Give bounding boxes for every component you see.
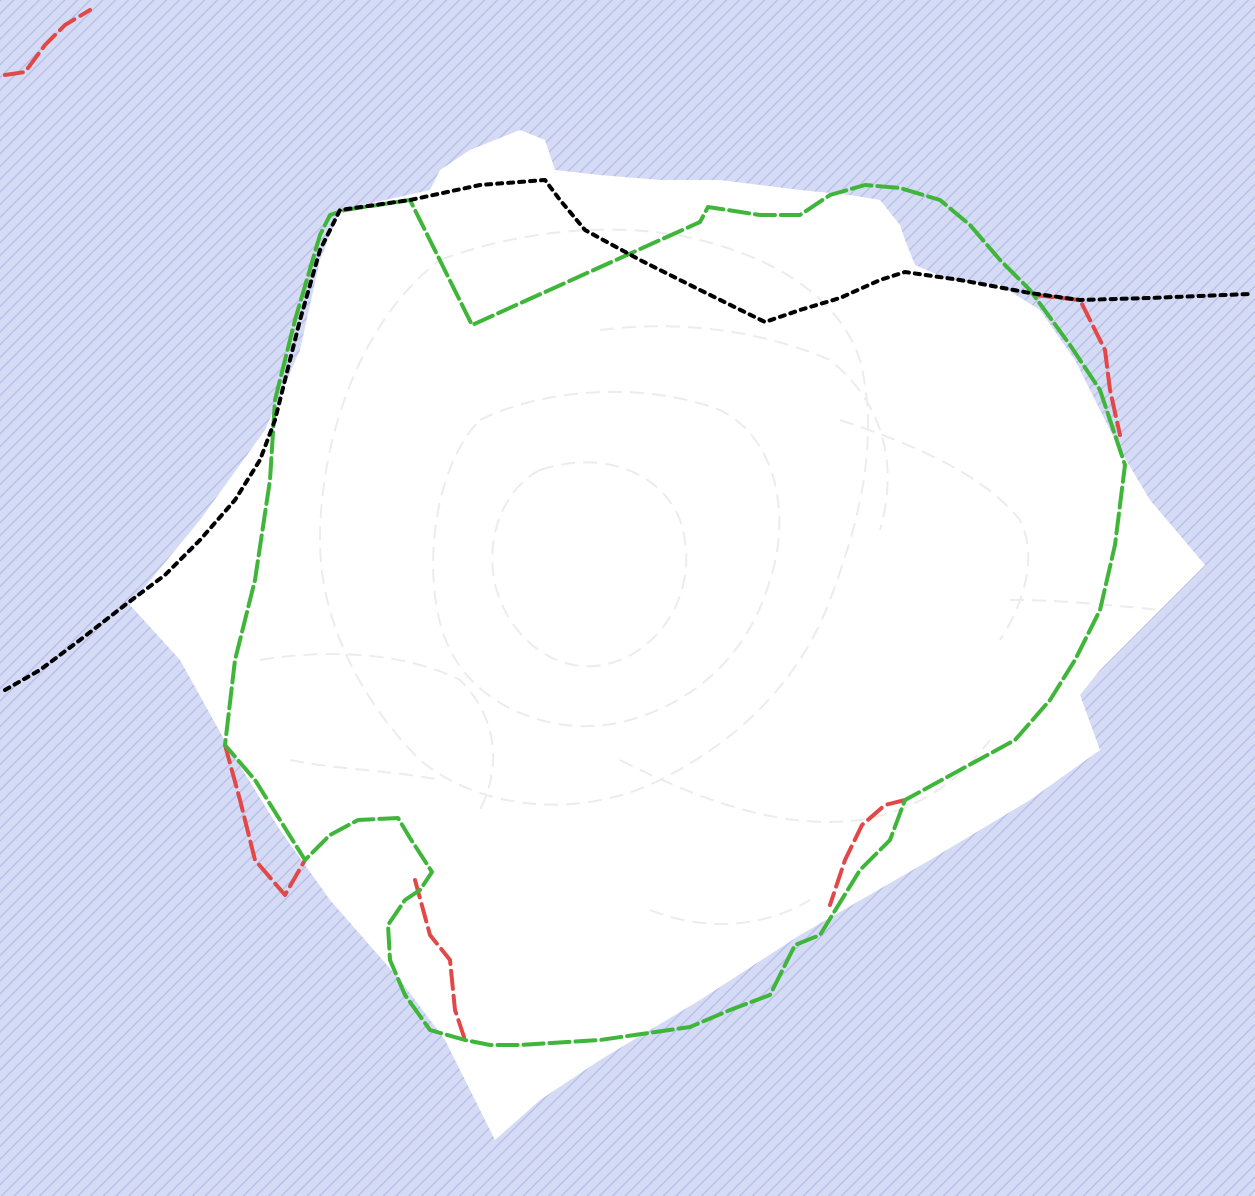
contour-line (599, 325, 889, 531)
contour-line (259, 653, 495, 811)
contour-line (619, 739, 991, 823)
contour-line (649, 899, 811, 925)
admin-boundary-line (3, 178, 1252, 692)
contour-line (289, 759, 441, 781)
contour-line (318, 228, 869, 806)
red-boundary-line (413, 878, 467, 1042)
contour-line (491, 461, 688, 668)
green-boundary-line (223, 183, 1127, 1047)
green-boundary (223, 183, 1127, 1047)
red-boundary-line (223, 743, 307, 897)
contour-lines (259, 228, 1161, 925)
island-land-area (130, 130, 1205, 1140)
red-boundary-line (828, 798, 907, 907)
admin-boundary (3, 178, 1252, 692)
red-boundary-line (3, 8, 92, 77)
contour-line (839, 419, 1030, 641)
contour-line (432, 390, 781, 728)
contour-line (1009, 599, 1161, 611)
